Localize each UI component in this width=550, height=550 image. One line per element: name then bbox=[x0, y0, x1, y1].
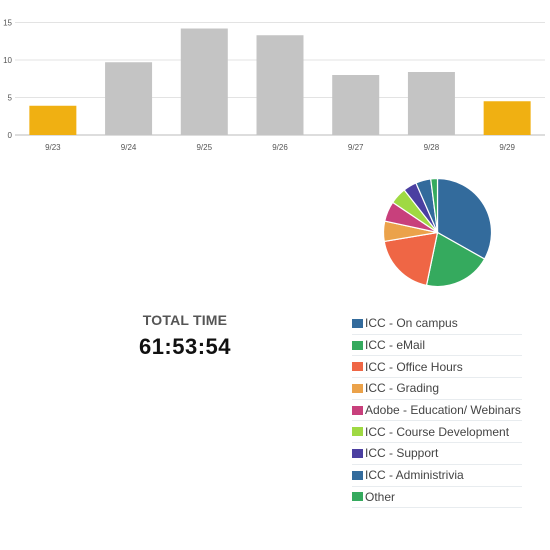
legend-swatch bbox=[352, 383, 363, 393]
legend-swatch bbox=[352, 362, 363, 372]
total-time-value: 61:53:54 bbox=[138, 334, 232, 359]
category-pie-chart bbox=[382, 177, 493, 288]
legend-swatch bbox=[352, 340, 363, 350]
legend-swatch bbox=[352, 405, 363, 415]
x-tick-label: 9/29 bbox=[499, 143, 515, 152]
y-tick-label: 15 bbox=[3, 19, 12, 28]
y-tick-label: 0 bbox=[8, 131, 13, 140]
pie-slice-2[interactable] bbox=[383, 231, 439, 287]
x-tick-label: 9/26 bbox=[272, 143, 288, 152]
legend-label: ICC - Grading bbox=[365, 381, 440, 396]
bar-9/29[interactable] bbox=[483, 101, 531, 135]
legend-item[interactable]: Adobe - Education/ Webinars bbox=[352, 400, 522, 422]
y-tick-label: 5 bbox=[8, 94, 13, 103]
pie-slice-1[interactable] bbox=[425, 231, 486, 288]
legend-swatch bbox=[352, 427, 363, 437]
legend-item[interactable]: ICC - Course Development bbox=[352, 421, 522, 444]
legend-label: Adobe - Education/ Webinars bbox=[365, 403, 521, 418]
pie-legend: ICC - On campus ICC - eMail ICC - Office H… bbox=[352, 313, 522, 509]
legend-item[interactable]: ICC - Office Hours bbox=[352, 356, 522, 379]
legend-label: ICC - Administrivia bbox=[365, 468, 464, 483]
bar-9/26[interactable] bbox=[256, 35, 304, 135]
x-tick-label: 9/27 bbox=[348, 143, 364, 152]
legend-item[interactable]: ICC - eMail bbox=[352, 335, 522, 357]
legend-item[interactable]: Other bbox=[352, 487, 522, 509]
pie-slice-0[interactable] bbox=[436, 177, 493, 260]
legend-label: ICC - Office Hours bbox=[365, 359, 463, 374]
legend-item[interactable]: ICC - On campus bbox=[352, 313, 522, 335]
legend-label: ICC - eMail bbox=[365, 338, 426, 353]
bar-9/24[interactable] bbox=[105, 62, 153, 135]
pie-slice-8[interactable] bbox=[430, 177, 439, 233]
legend-item[interactable]: ICC - Support bbox=[352, 443, 522, 465]
legend-label: ICC - Course Development bbox=[365, 424, 510, 439]
bar-9/27[interactable] bbox=[332, 75, 380, 135]
legend-item[interactable]: ICC - Grading bbox=[352, 378, 522, 400]
bar-9/23[interactable] bbox=[29, 105, 77, 135]
daily-hours-bar-chart: 0 5 10 15 9/23 9/24 9/25 9/26 9/27 9/28 9/29 bbox=[3, 19, 545, 152]
legend-swatch bbox=[352, 470, 363, 480]
legend-label: Other bbox=[365, 489, 396, 504]
y-tick-label: 10 bbox=[3, 56, 12, 65]
legend-swatch bbox=[352, 492, 363, 502]
x-tick-label: 9/25 bbox=[196, 143, 212, 152]
total-time-label: TOTAL TIME bbox=[142, 312, 228, 328]
x-tick-label: 9/28 bbox=[424, 143, 440, 152]
x-tick-label: 9/23 bbox=[45, 143, 61, 152]
legend-label: ICC - Support bbox=[365, 446, 439, 461]
x-tick-label: 9/24 bbox=[121, 143, 137, 152]
legend-swatch bbox=[352, 318, 363, 328]
legend-item[interactable]: ICC - Administrivia bbox=[352, 465, 522, 487]
total-time-panel: TOTAL TIME 61:53:54 bbox=[100, 312, 270, 360]
bar-9/25[interactable] bbox=[180, 28, 228, 136]
bar-9/28[interactable] bbox=[407, 72, 455, 135]
legend-swatch bbox=[352, 448, 363, 458]
legend-label: ICC - On campus bbox=[365, 316, 458, 331]
